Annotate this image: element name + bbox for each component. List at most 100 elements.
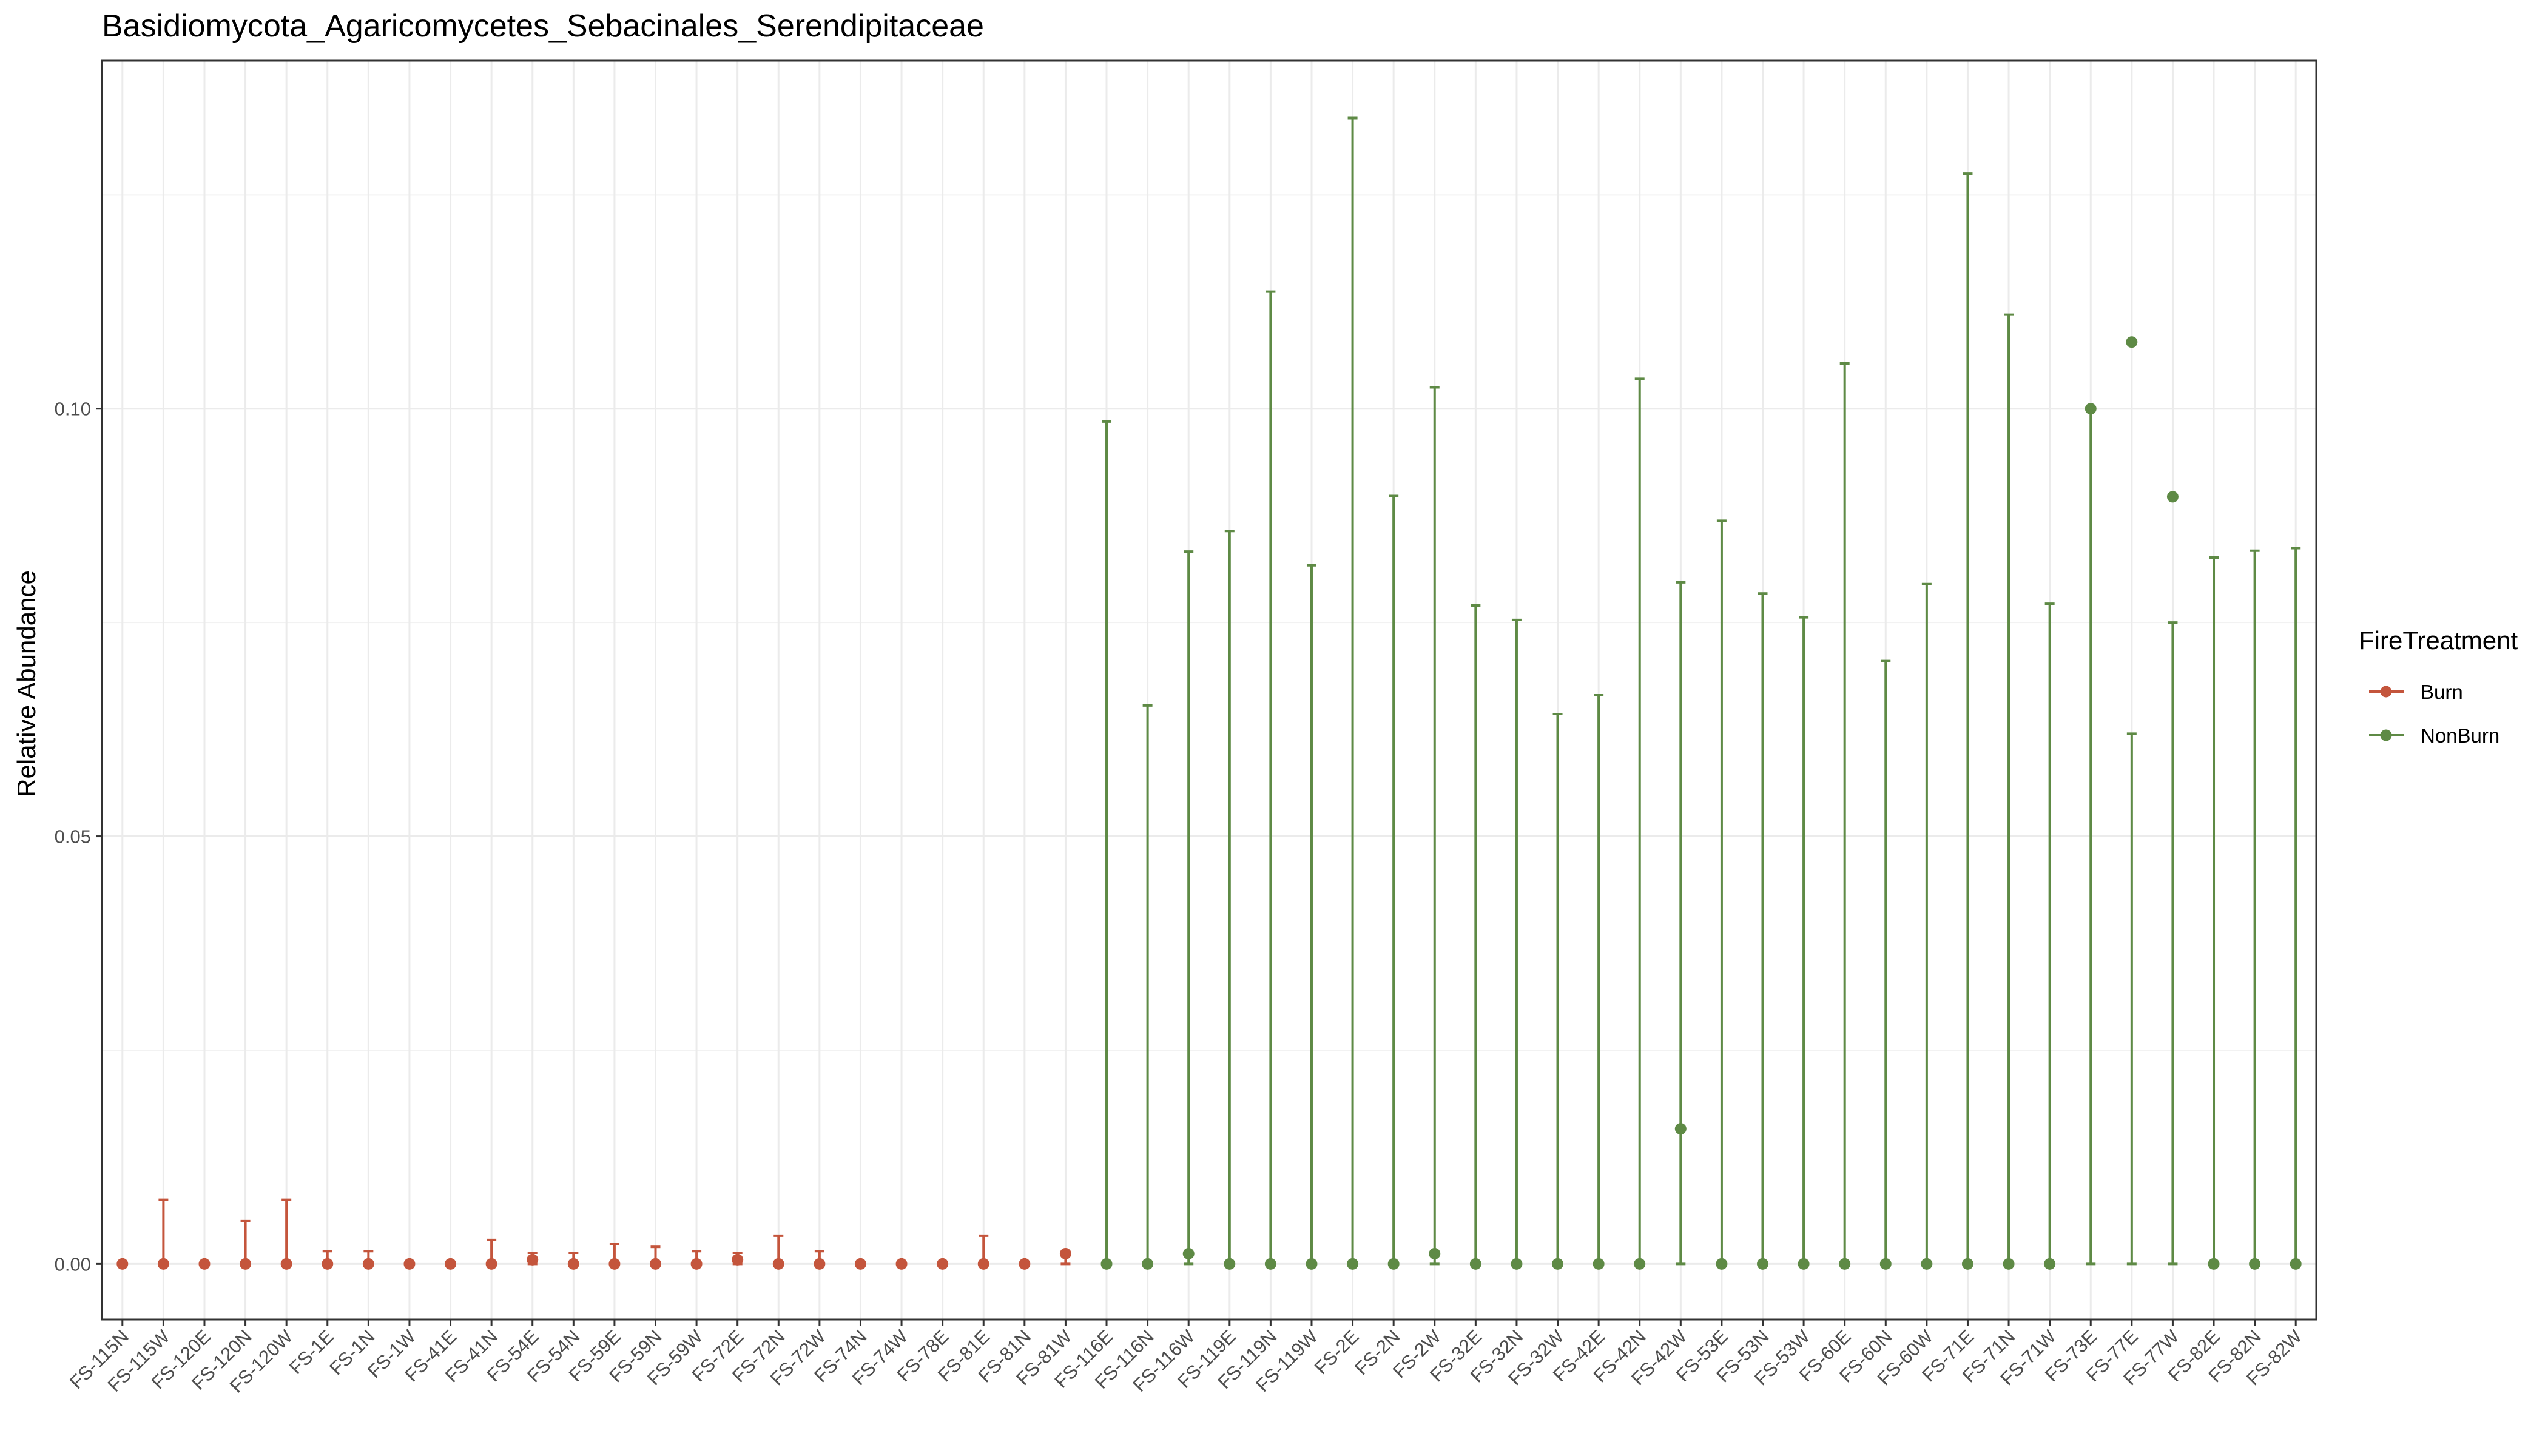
data-point-group — [1019, 1258, 1031, 1270]
legend-key-point — [2380, 686, 2392, 698]
data-point — [1511, 1258, 1523, 1270]
data-point — [1019, 1258, 1031, 1270]
data-point-group — [157, 1198, 169, 1270]
data-point-group — [937, 1258, 949, 1270]
data-point — [608, 1258, 621, 1270]
legend-item: NonBurn — [2369, 724, 2499, 747]
data-point-group — [2290, 547, 2302, 1270]
data-point — [1142, 1258, 1154, 1270]
data-point — [1469, 1258, 1481, 1270]
data-point-group — [1347, 116, 1359, 1270]
data-point — [690, 1258, 703, 1270]
data-point — [322, 1258, 334, 1270]
data-point-group — [2044, 602, 2056, 1270]
data-point-group — [1839, 362, 1851, 1270]
data-point-group — [1224, 530, 1236, 1270]
data-point-group — [1142, 704, 1154, 1270]
data-point — [772, 1258, 784, 1270]
data-point — [1387, 1258, 1400, 1270]
data-point-group — [445, 1258, 457, 1270]
legend-item: Burn — [2369, 681, 2463, 703]
legend-key-point — [2380, 729, 2392, 741]
data-point — [2208, 1258, 2220, 1270]
data-point-group — [772, 1234, 784, 1270]
data-point — [2003, 1258, 2015, 1270]
data-point — [116, 1258, 129, 1270]
data-point-group — [1716, 519, 1728, 1270]
data-point-group — [1879, 659, 1892, 1270]
data-point — [1879, 1258, 1892, 1270]
legend-label: Burn — [2421, 681, 2463, 703]
data-point-group — [567, 1252, 579, 1270]
data-point — [650, 1258, 661, 1270]
data-point — [1634, 1258, 1646, 1270]
y-tick-label: 0.05 — [55, 826, 91, 848]
data-point — [2085, 403, 2097, 415]
data-point — [1839, 1258, 1851, 1270]
x-tick-label: FS-2E — [1310, 1326, 1363, 1378]
data-point-group — [854, 1258, 866, 1270]
data-point-group — [1674, 581, 1687, 1266]
data-point-group — [240, 1219, 252, 1270]
legend: FireTreatment Burn NonBurn — [2359, 626, 2518, 747]
data-point-group — [608, 1242, 621, 1270]
data-point — [1100, 1258, 1113, 1270]
plot-background — [102, 61, 2316, 1320]
data-point-group — [1757, 592, 1768, 1270]
data-point — [2166, 491, 2179, 503]
data-point-group — [2003, 313, 2015, 1270]
data-point-group — [1100, 420, 1113, 1270]
data-point — [2044, 1258, 2056, 1270]
data-point-group — [362, 1250, 374, 1270]
data-point-group — [403, 1258, 416, 1270]
data-point — [1798, 1258, 1810, 1270]
data-point-group — [527, 1252, 539, 1266]
legend-title: FireTreatment — [2359, 626, 2518, 655]
data-point — [814, 1258, 826, 1270]
data-point — [1306, 1258, 1318, 1270]
data-point-group — [690, 1250, 703, 1270]
data-point — [1552, 1258, 1564, 1270]
data-point — [527, 1253, 539, 1266]
data-point — [1674, 1123, 1687, 1135]
data-point-group — [1921, 582, 1933, 1270]
plot-border — [101, 59, 2317, 1321]
data-point — [1961, 1258, 1973, 1270]
data-point-group — [1592, 693, 1605, 1270]
data-point — [240, 1258, 252, 1270]
data-point-group — [116, 1258, 129, 1270]
data-point-group — [650, 1245, 661, 1270]
data-point — [485, 1258, 497, 1270]
data-point-group — [1429, 386, 1441, 1266]
data-point-group — [2166, 491, 2179, 1266]
y-axis-title: Relative Abundance — [12, 570, 41, 797]
data-point — [2249, 1258, 2261, 1270]
data-point — [362, 1258, 374, 1270]
data-point-group — [2249, 549, 2261, 1270]
data-point — [2126, 336, 2138, 348]
data-point-group — [1552, 712, 1564, 1270]
data-point-group — [1798, 616, 1810, 1270]
data-point-group — [1059, 1247, 1071, 1266]
data-point — [732, 1253, 744, 1266]
data-point — [2290, 1258, 2302, 1270]
data-point-group — [1387, 494, 1400, 1270]
x-tick-label: FS-1E — [285, 1326, 338, 1378]
data-point-group — [280, 1198, 292, 1270]
data-point — [1224, 1258, 1236, 1270]
data-point-group — [322, 1250, 334, 1270]
data-point — [198, 1258, 211, 1270]
data-point — [1059, 1247, 1071, 1259]
data-point-group — [1961, 172, 1973, 1270]
data-point-group — [1264, 290, 1276, 1270]
y-tick-label: 0.10 — [55, 399, 91, 420]
data-point — [567, 1258, 579, 1270]
data-point — [1716, 1258, 1728, 1270]
data-point — [895, 1258, 908, 1270]
data-point-group — [1182, 550, 1195, 1266]
data-point — [280, 1258, 292, 1270]
data-point — [937, 1258, 949, 1270]
data-point — [854, 1258, 866, 1270]
data-point — [1429, 1247, 1441, 1259]
